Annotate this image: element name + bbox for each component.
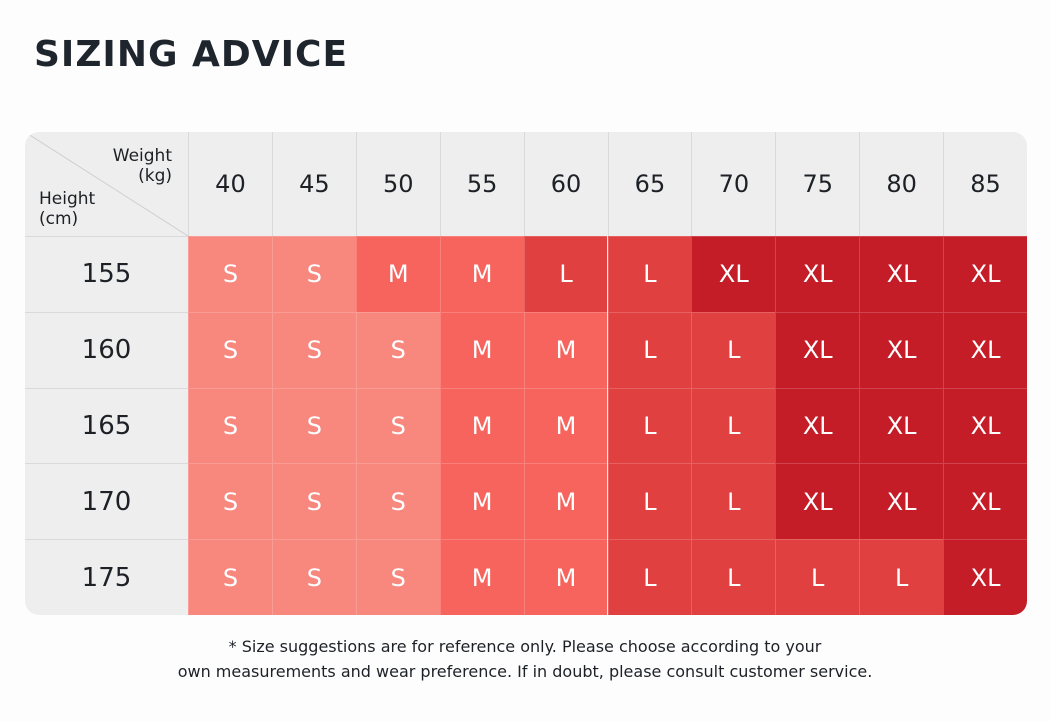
size-cell: L [607,236,692,312]
size-cell: S [355,387,440,464]
size-cell: M [523,539,608,615]
size-cell: L [691,539,776,615]
size-cell: XL [859,311,944,388]
size-cell: S [188,539,272,615]
row-header: 170 [25,463,188,539]
column-header: 45 [271,132,356,236]
column-header: 60 [523,132,608,236]
size-cell: M [439,236,524,312]
size-cell: S [355,311,440,388]
size-cell: M [523,311,608,388]
corner-height-line: Height [39,189,96,209]
size-cell: L [607,311,692,388]
size-cell: XL [775,311,860,388]
size-cell: L [859,539,944,615]
size-cell: S [355,463,440,540]
size-cell: S [188,387,272,464]
size-cell: XL [775,236,860,312]
size-cell: S [188,236,272,312]
size-cell: M [439,311,524,388]
title: SIZING ADVICE [34,34,349,75]
size-cell: XL [943,311,1027,388]
size-cell: M [523,463,608,540]
corner-height: Height (cm) [39,189,95,229]
column-header: 70 [691,132,775,236]
size-cell: XL [859,236,944,312]
row-header: 155 [25,236,188,312]
column-header: 50 [355,132,440,236]
corner-diagonal [25,132,188,236]
size-cell: M [355,236,440,312]
row-header: 165 [25,387,188,464]
size-cell: L [607,539,692,615]
size-cell: L [691,387,776,464]
column-header: 65 [607,132,692,236]
size-cell: L [691,311,776,388]
size-table: Weight (kg) Height (cm) 40 45 50 55 60 65 70 75… [25,132,1027,615]
column-header: 55 [439,132,524,236]
column-header: 85 [943,132,1027,236]
size-cell: S [188,311,272,388]
row-header: 175 [25,539,188,615]
column-header: 75 [775,132,859,236]
size-cell: XL [943,387,1027,464]
size-cell: S [271,387,356,464]
size-cell: XL [691,236,776,312]
corner-height-unit: (cm) [39,209,79,229]
size-cell: L [607,387,692,464]
corner-weight-line: Weight [112,146,172,166]
footnote: * Size suggestions are for reference onl… [0,634,1050,684]
size-cell: M [439,463,524,540]
column-header: 80 [859,132,943,236]
size-cell: XL [859,463,944,540]
size-cell: L [775,539,860,615]
row-header: 160 [25,311,188,388]
size-cell: S [271,539,356,615]
size-cell: L [607,463,692,540]
size-cell: S [355,539,440,615]
size-cell: L [523,236,608,312]
size-cell: XL [775,387,860,464]
size-cell: M [439,387,524,464]
size-cell: S [188,463,272,540]
corner-weight: Weight (kg) [113,146,172,186]
size-cell: M [523,387,608,464]
corner-weight-unit: (kg) [138,166,172,186]
column-header: 40 [188,132,272,236]
size-cell: L [691,463,776,540]
size-cell: XL [775,463,860,540]
size-cell: S [271,311,356,388]
size-cell: S [271,236,356,312]
size-cell: XL [943,539,1027,615]
size-cell: S [271,463,356,540]
size-cell: M [439,539,524,615]
footnote-line: own measurements and wear preference. If… [177,662,873,681]
size-cell: XL [943,236,1027,312]
size-cell: XL [943,463,1027,540]
footnote-line: * Size suggestions are for reference onl… [228,637,822,656]
size-cell: XL [859,387,944,464]
